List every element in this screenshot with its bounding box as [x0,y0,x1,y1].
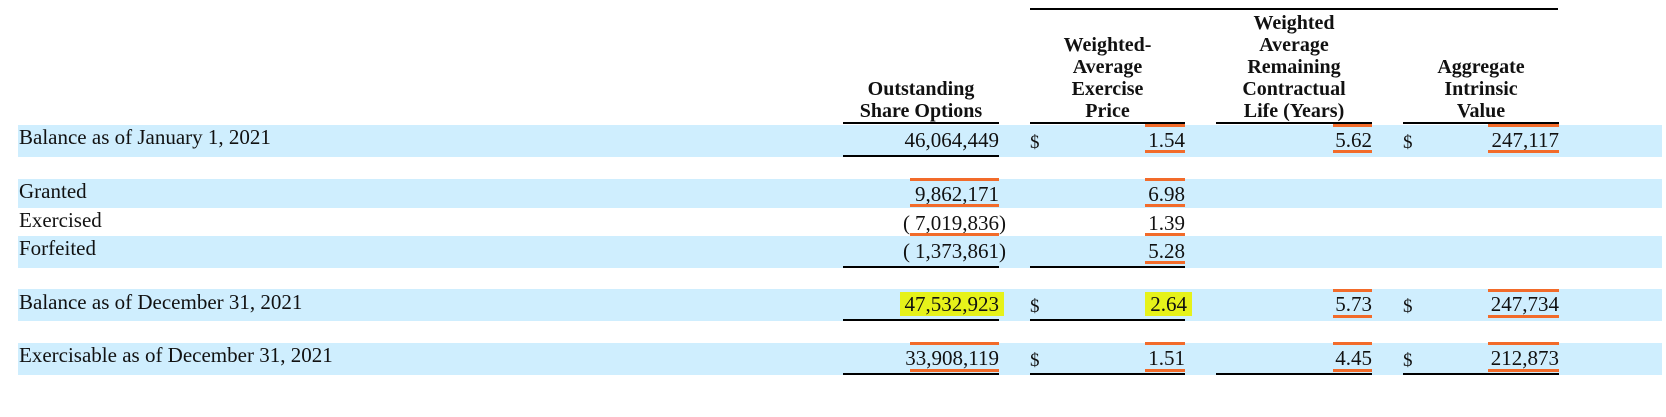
header-text: Average [1259,34,1329,56]
underline [1145,124,1185,127]
underline [1145,233,1185,236]
value-exercisable: 212,873 [1490,346,1559,370]
header-text: Weighted [1253,12,1335,34]
header-weighted-average-exercise-price: Weighted- Average Exercise Price [1030,34,1185,122]
row-band-forfeited [18,236,1662,268]
value-balance-dec: 247,734 [1490,292,1559,316]
header-text: Value [1456,100,1506,122]
life-balance-jan: 5.62 [1335,128,1372,152]
underline [1333,342,1372,345]
underline [1488,315,1559,318]
total-rule [1030,373,1185,375]
paren-open: ( [903,239,910,263]
underline [1145,178,1185,181]
underline [1488,342,1559,345]
total-rule [843,319,999,321]
row-band-granted [18,179,1662,208]
header-outstanding-share-options: Outstanding Share Options [843,78,999,122]
row-label-balance-jan: Balance as of January 1, 2021 [19,125,271,149]
underline [1488,150,1559,153]
underline [1488,289,1559,292]
underline [1145,342,1185,345]
total-rule [1216,373,1372,375]
currency-symbol: $ [1030,296,1040,317]
underline [910,178,999,181]
price-balance-jan: 1.54 [1148,128,1185,152]
header-text: Average [1072,56,1143,78]
header-text: Weighted- [1063,34,1152,56]
header-text: Exercise [1071,78,1144,100]
options-forfeited: 1,373,861 [915,239,999,263]
header-underline-col3 [1216,122,1372,124]
header-text: Intrinsic [1444,78,1518,100]
row-label-forfeited: Forfeited [19,236,96,260]
underline [1145,204,1185,207]
row-label-exercisable: Exercisable as of December 31, 2021 [19,343,333,367]
currency-symbol: $ [1030,132,1040,153]
underline [1488,369,1559,372]
price-granted: 6.98 [1148,182,1185,206]
underline [910,204,999,207]
header-underline-col4 [1403,122,1559,124]
underline [1333,315,1372,318]
options-exercised: 7,019,836 [915,211,999,235]
header-top-rule [1030,8,1558,10]
header-text: Life (Years) [1243,100,1345,122]
row-label-balance-dec: Balance as of December 31, 2021 [19,290,303,314]
subtotal-rule [843,266,999,268]
header-text: Outstanding [867,78,975,100]
header-underline-col2 [1030,122,1185,124]
header-text: Price [1085,100,1130,122]
price-exercisable: 1.51 [1148,346,1185,370]
options-balance-dec: 47,532,923 [843,292,1004,317]
header-remaining-contractual-life: Weighted Average Remaining Contractual L… [1216,12,1372,122]
highlighted-value: 2.64 [1145,292,1192,316]
price-balance-dec: 2.64 [1050,292,1192,317]
header-text: Contractual [1242,78,1346,100]
currency-symbol: $ [1403,132,1413,153]
paren-open: ( [903,211,910,235]
life-exercisable: 4.45 [1335,346,1372,370]
total-rule [843,373,999,375]
header-text: Aggregate [1437,56,1525,78]
underline [1333,124,1372,127]
underline [1145,261,1185,264]
life-balance-dec: 5.73 [1335,292,1372,316]
options-exercisable: 33,908,119 [905,346,999,370]
underline [910,233,999,236]
underline [1333,150,1372,153]
options-balance-jan: 46,064,449 [904,128,1000,152]
highlighted-value: 47,532,923 [899,292,1004,316]
row-band-balance-jan [18,125,1662,157]
price-exercised: 1.39 [1148,211,1185,235]
row-label-granted: Granted [19,179,87,203]
subtotal-rule [843,155,999,157]
price-forfeited: 5.28 [1148,239,1185,263]
underline [1145,150,1185,153]
header-aggregate-intrinsic-value: Aggregate Intrinsic Value [1403,56,1559,122]
underline [1333,369,1372,372]
underline [910,369,999,372]
paren-close: ) [999,239,1006,263]
currency-symbol: $ [1030,350,1040,371]
header-text: Share Options [859,100,983,122]
underline [910,342,999,345]
row-label-exercised: Exercised [19,208,102,232]
value-balance-jan: 247,117 [1491,128,1559,152]
options-granted: 9,862,171 [915,182,999,206]
paren-close: ) [999,211,1006,235]
header-text: Remaining [1247,56,1341,78]
header-underline-col1 [843,122,999,124]
total-rule [1403,373,1559,375]
currency-symbol: $ [1403,350,1413,371]
row-band-balance-dec [18,289,1662,321]
underline [1488,124,1559,127]
underline [1333,289,1372,292]
underline [1145,369,1185,372]
currency-symbol: $ [1403,296,1413,317]
total-rule [1030,319,1185,321]
subtotal-rule [1030,266,1185,268]
row-band-exercisable [18,343,1662,375]
